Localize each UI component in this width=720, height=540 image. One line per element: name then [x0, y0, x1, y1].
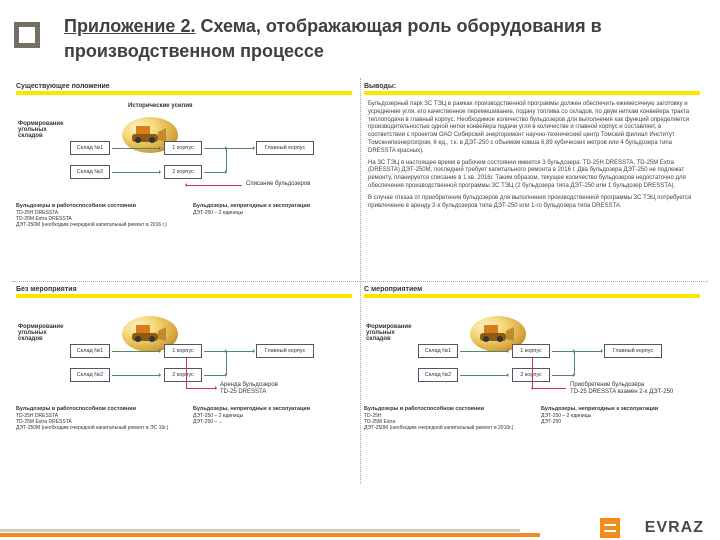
arrow [226, 351, 254, 352]
foot-right-title: Бульдозеры, непригодные к эксплуатации [541, 406, 658, 412]
box-sklad2: Склад №2 [418, 368, 458, 382]
page-title: Приложение 2. Схема, отображающая роль о… [64, 14, 664, 64]
title-prefix: Приложение 2. [64, 16, 195, 36]
caption-a: Аренда бульдозеров [220, 382, 278, 388]
connector [226, 148, 227, 172]
footer: EVRAZ [0, 512, 720, 540]
arrow [552, 375, 574, 376]
connector [226, 351, 227, 375]
arrow [112, 351, 160, 352]
q-header: Выводы: [364, 82, 700, 91]
diagram-bl: Формирование угольных складов Склад №1 С… [16, 302, 352, 402]
diagram-tl: Формирование угольных складов Историческ… [16, 99, 352, 199]
para: Бульдозерный парк ЗС ТЭЦ в рамках произв… [368, 101, 696, 156]
box-sklad1: Склад №1 [418, 344, 458, 358]
foot-line: ДЭТ-250М (необходим очередной капитальны… [16, 425, 168, 431]
quadrant-with-action: С мероприятием Формирование угольных скл… [360, 281, 708, 484]
connector [574, 351, 575, 375]
box-sklad2: Склад №2 [70, 368, 110, 382]
box-sklad1: Склад №1 [70, 141, 110, 155]
caption-b: TD-25 DRESSTA [220, 389, 266, 395]
diagram-br: Формирование угольных складов Склад №1 С… [364, 302, 700, 402]
arrow [460, 351, 508, 352]
arrow [460, 375, 508, 376]
section-label: Формирование угольных складов [366, 324, 412, 342]
footnote-br: Бульдозеры в работоспособном состоянии T… [364, 406, 700, 431]
foot-title: Бульдозеры в работоспособном состоянии [16, 406, 136, 412]
arrow-red [186, 388, 216, 389]
box-sklad1: Склад №1 [70, 344, 110, 358]
box-korpus1: 1 корпус [512, 344, 550, 358]
foot-right-title: Бульдозеры, непригодные к эксплуатации [193, 203, 310, 209]
box-korpus2: 2 корпус [164, 368, 202, 382]
q-header: Без мероприятия [16, 285, 352, 294]
quadrant-without-action: Без мероприятия Формирование угольных ск… [12, 281, 360, 484]
conclusions-text: Бульдозерный парк ЗС ТЭЦ в рамках произв… [364, 99, 700, 210]
connector-red [186, 358, 187, 388]
arrow [204, 375, 226, 376]
box-korpus1: 1 корпус [164, 141, 202, 155]
box-korpus1: 1 корпус [164, 344, 202, 358]
foot-line: ДЭТ-250М (необходим очередной капитальны… [16, 222, 167, 228]
diagram-grid: Существующее положение Формирование угол… [12, 78, 708, 484]
caption: Приобретение бульдозера TD-25 DRESSTA вз… [570, 382, 673, 395]
arrow-red [186, 185, 242, 186]
foot-title: Бульдозеры в работоспособном состоянии [364, 406, 484, 412]
arrow [204, 351, 226, 352]
footer-orange-bar [0, 533, 540, 537]
caption: Списание бульдозеров [246, 181, 310, 187]
foot-line: ДЭТ-250М (необходим очередной капитальны… [364, 425, 513, 431]
yellow-bar [364, 294, 700, 298]
arrow [204, 148, 226, 149]
yellow-bar [364, 91, 700, 95]
arrow [112, 375, 160, 376]
arrow [226, 148, 254, 149]
foot-line: ДЭТ-250 – ... [193, 419, 223, 425]
arrow [112, 148, 160, 149]
box-korpus2: 2 корпус [164, 165, 202, 179]
box-main: Главный корпус [256, 344, 314, 358]
quadrant-conclusions: Выводы: Бульдозерный парк ЗС ТЭЦ в рамка… [360, 78, 708, 281]
section-label: Формирование угольных складов [18, 121, 64, 139]
page-icon [14, 22, 40, 48]
arrow [552, 351, 574, 352]
foot-title: Бульдозеры в работоспособном состоянии [16, 203, 136, 209]
q-header: С мероприятием [364, 285, 700, 294]
para: На ЗС ТЭЦ в настоящее время в рабочем со… [368, 160, 696, 191]
brand-name: EVRAZ [645, 519, 704, 537]
box-main: Главный корпус [604, 344, 662, 358]
box-main: Главный корпус [256, 141, 314, 155]
foot-right-title: Бульдозеры, непригодные к эксплуатации [193, 406, 310, 412]
box-sklad2: Склад №2 [70, 165, 110, 179]
caption-a: Приобретение бульдозера [570, 382, 644, 388]
foot-line: ДЭТ-250 [541, 419, 561, 425]
yellow-bar [16, 91, 352, 95]
arrow [112, 172, 160, 173]
para: В случае отказа от приобретения бульдозе… [368, 195, 696, 211]
yellow-bar [16, 294, 352, 298]
footer-grey-bar [0, 529, 520, 532]
arrow-red [532, 388, 566, 389]
connector-red [532, 358, 533, 388]
footnote-tl: Бульдозеры в работоспособном состоянии T… [16, 203, 352, 228]
quadrant-current-state: Существующее положение Формирование угол… [12, 78, 360, 281]
evraz-logo-icon [600, 518, 620, 538]
footnote-bl: Бульдозеры в работоспособном состоянии T… [16, 406, 352, 431]
q-header: Существующее положение [16, 82, 352, 91]
caption: Аренда бульдозеров TD-25 DRESSTA [220, 382, 278, 395]
box-korpus2: 2 корпус [512, 368, 550, 382]
foot-line: ДЭТ-250 – 2 единицы [193, 210, 243, 216]
arrow [574, 351, 602, 352]
arrow [204, 172, 226, 173]
section-label: Формирование угольных складов [18, 324, 64, 342]
section-label: Исторические усилия [128, 103, 193, 109]
caption-b: TD-25 DRESSTA взамен 2-х ДЭТ-250 [570, 389, 673, 395]
